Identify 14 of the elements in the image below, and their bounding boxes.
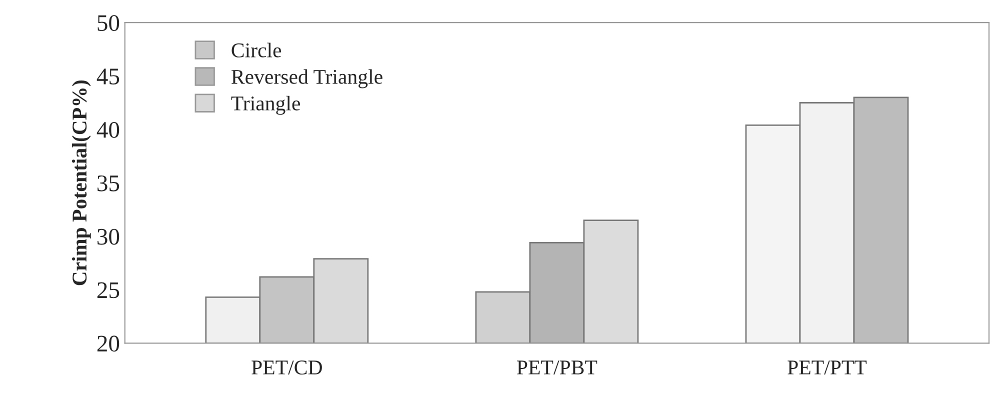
y-tick-label: 35 <box>98 175 120 192</box>
x-tick-label: PET/CD <box>252 360 322 375</box>
legend-label: Triangle <box>231 96 300 115</box>
y-tick-label: 50 <box>98 15 120 32</box>
y-tick-label: 25 <box>97 282 120 298</box>
y-tick-label: 30 <box>98 228 120 245</box>
y-tick-label: 40 <box>96 122 120 138</box>
y-tick-label: 20 <box>97 336 120 352</box>
legend-label: Reversed Triangle <box>231 69 382 88</box>
x-tick-label: PET/PBT <box>517 360 598 375</box>
y-tick-label: 45 <box>96 68 120 84</box>
y-axis-title: Crimp Potential(CP%) <box>72 80 91 286</box>
x-tick-label: PET/PTT <box>788 360 867 375</box>
legend-label: Circle <box>232 42 282 58</box>
